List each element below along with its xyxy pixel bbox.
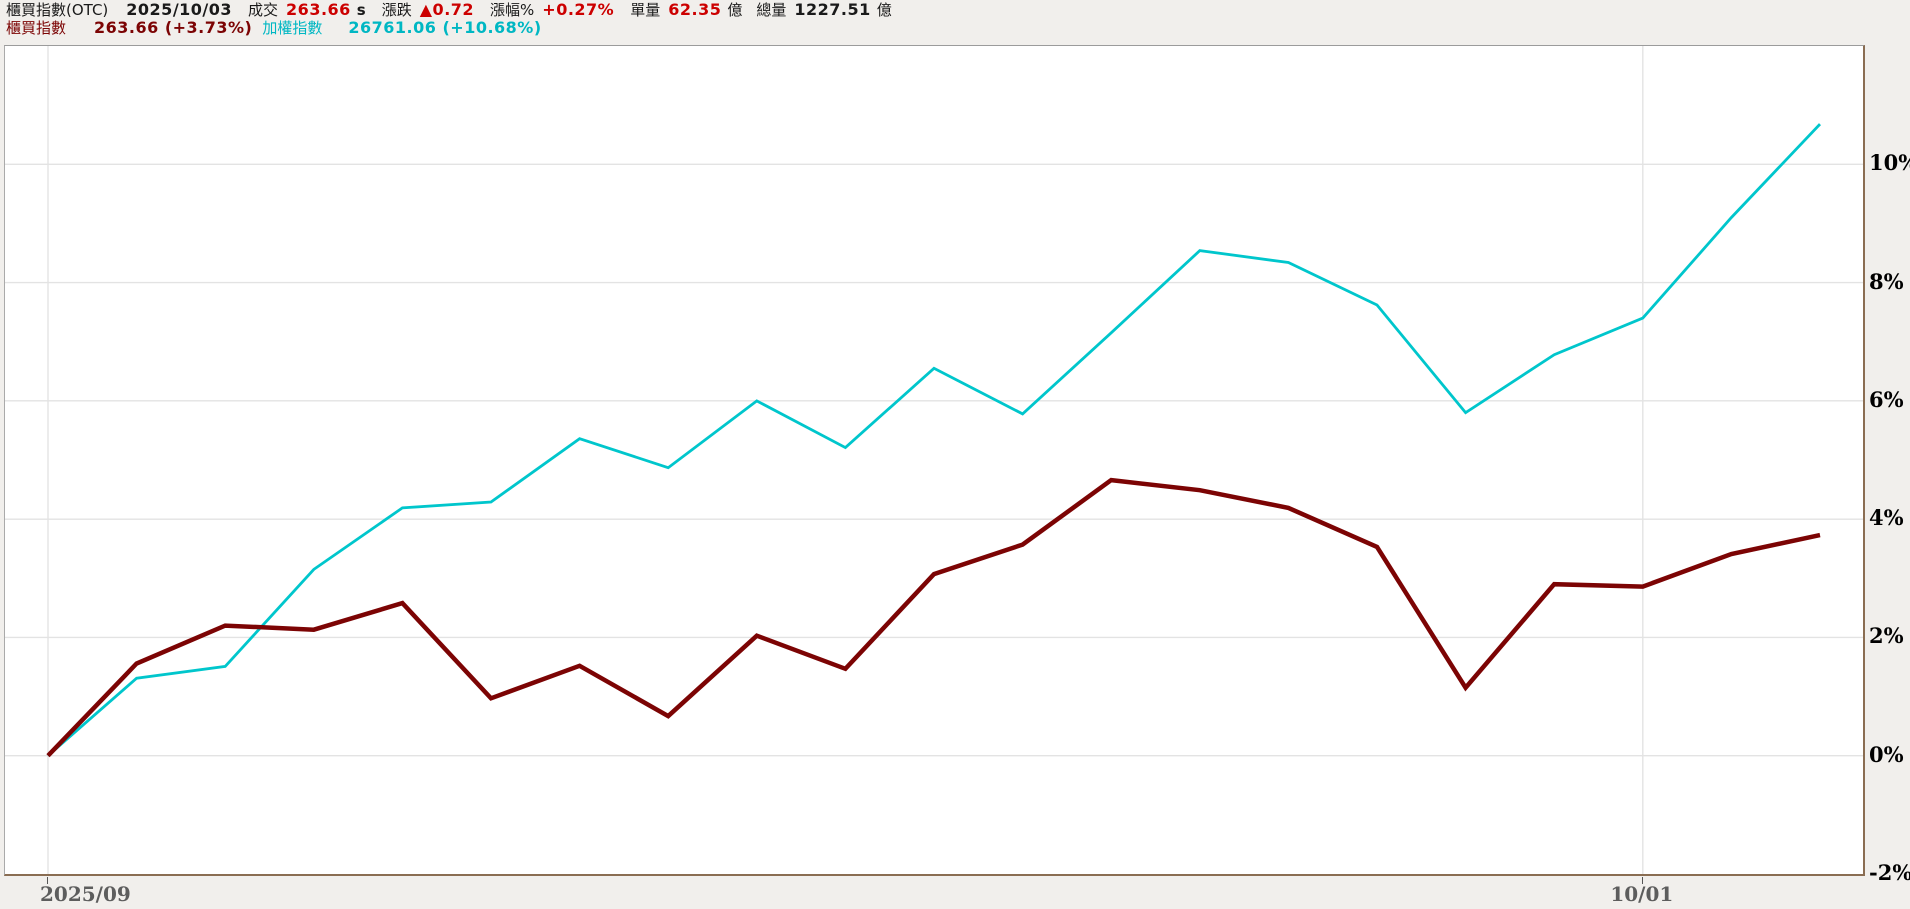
change-pct-label: 漲幅% bbox=[490, 1, 535, 19]
quote-summary-bar: 櫃買指數(OTC) 2025/10/03 成交 263.66 s 漲跌 ▲0.7… bbox=[6, 0, 892, 20]
y-tick-label: 10% bbox=[1869, 150, 1910, 176]
y-tick-label: 2% bbox=[1869, 623, 1904, 649]
y-tick-label: 4% bbox=[1869, 505, 1904, 531]
unit-volume-value: 62.35 bbox=[668, 0, 722, 19]
unit-volume-unit: 億 bbox=[727, 1, 743, 19]
deal-suffix: s bbox=[356, 1, 366, 19]
series-legend-bar: 櫃買指數 263.66 (+3.73%) 加權指數 26761.06 (+10.… bbox=[6, 18, 542, 38]
x-tick-mark bbox=[47, 877, 48, 884]
series-line-taiex bbox=[47, 123, 1822, 757]
deal-label: 成交 bbox=[248, 1, 279, 19]
x-tick-label: 10/01 bbox=[1610, 882, 1674, 906]
instrument-name: 櫃買指數(OTC) bbox=[6, 1, 109, 19]
percent-change-line-chart[interactable] bbox=[5, 46, 1863, 874]
y-tick-label: -2% bbox=[1869, 860, 1910, 885]
deal-price: 263.66 bbox=[286, 0, 351, 19]
chart-plot-area[interactable] bbox=[4, 45, 1865, 876]
legend-taiex-label: 加權指數 bbox=[262, 19, 323, 37]
y-tick-label: 8% bbox=[1869, 268, 1904, 294]
total-volume-value: 1227.51 bbox=[794, 0, 871, 19]
change-value: ▲0.72 bbox=[419, 0, 475, 19]
legend-taiex-value: 26761.06 (+10.68%) bbox=[348, 18, 542, 37]
y-tick-label: 0% bbox=[1869, 741, 1904, 767]
quote-date: 2025/10/03 bbox=[126, 0, 233, 19]
change-label: 漲跌 bbox=[381, 1, 412, 19]
series-line-otc bbox=[46, 477, 1821, 758]
legend-otc-label: 櫃買指數 bbox=[6, 19, 67, 37]
total-volume-label: 總量 bbox=[756, 1, 787, 19]
unit-volume-label: 單量 bbox=[630, 1, 661, 19]
x-tick-label: 2025/09 bbox=[40, 882, 131, 906]
y-tick-label: 6% bbox=[1869, 386, 1904, 412]
x-tick-mark bbox=[1641, 877, 1643, 884]
legend-otc-value: 263.66 (+3.73%) bbox=[94, 18, 253, 37]
total-volume-unit: 億 bbox=[876, 1, 892, 19]
change-pct-value: +0.27% bbox=[542, 0, 615, 19]
